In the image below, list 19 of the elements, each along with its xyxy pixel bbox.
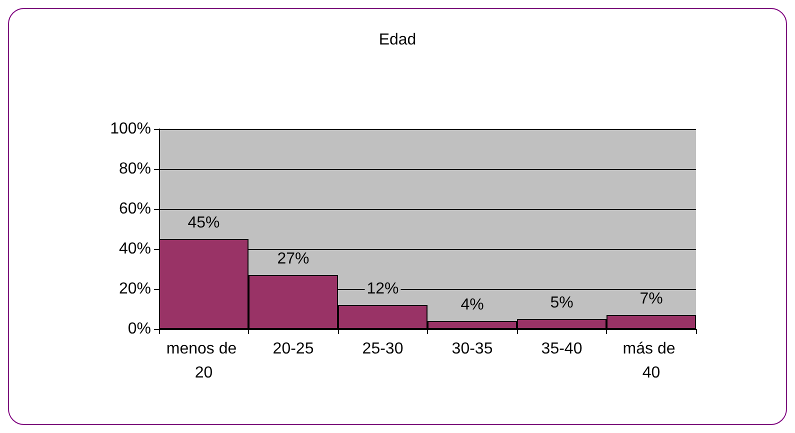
chart-title: Edad <box>378 32 416 48</box>
x-tick-label: 30-35 <box>452 340 493 358</box>
data-label: 45% <box>188 214 220 232</box>
y-tick-label: 100% <box>110 120 151 138</box>
data-label: 4% <box>460 296 484 314</box>
data-label: 5% <box>550 294 574 312</box>
y-tick-label: 20% <box>118 280 151 298</box>
y-tick-label: 60% <box>118 200 151 218</box>
x-tick-label: 35-40 <box>541 340 582 358</box>
x-tick-label: 25-30 <box>362 340 404 358</box>
x-tick-label: 20-25 <box>272 340 314 358</box>
y-tick-label: 40% <box>118 240 151 258</box>
x-tick-label: menos de 20 <box>166 340 242 382</box>
x-tick-label: más de 40 <box>622 340 680 382</box>
y-tick-label: 0% <box>128 320 151 338</box>
data-label: 27% <box>277 250 310 268</box>
data-label: 12% <box>366 280 399 298</box>
data-label: 7% <box>640 290 663 308</box>
y-tick-label: 80% <box>118 160 151 178</box>
